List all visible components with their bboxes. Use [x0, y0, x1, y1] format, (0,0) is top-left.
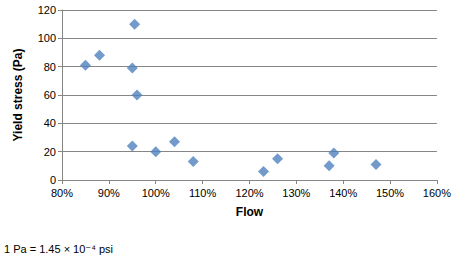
svg-text:100%: 100%: [142, 187, 170, 199]
svg-text:0: 0: [50, 174, 56, 186]
svg-text:Yield stress (Pa): Yield stress (Pa): [11, 49, 25, 142]
svg-text:140%: 140%: [329, 187, 357, 199]
svg-text:130%: 130%: [282, 187, 310, 199]
svg-text:100: 100: [38, 32, 56, 44]
svg-text:40: 40: [44, 117, 56, 129]
svg-text:60: 60: [44, 89, 56, 101]
svg-text:Flow: Flow: [236, 205, 264, 219]
svg-text:90%: 90%: [98, 187, 120, 199]
svg-text:150%: 150%: [376, 187, 404, 199]
svg-text:120: 120: [38, 4, 56, 16]
svg-text:1 Pa = 1.45 × 10⁻⁴ psi: 1 Pa = 1.45 × 10⁻⁴ psi: [4, 243, 113, 255]
svg-text:110%: 110%: [189, 187, 217, 199]
svg-text:20: 20: [44, 146, 56, 158]
svg-text:80: 80: [44, 61, 56, 73]
svg-text:120%: 120%: [235, 187, 263, 199]
svg-text:80%: 80%: [51, 187, 73, 199]
svg-text:160%: 160%: [423, 187, 451, 199]
